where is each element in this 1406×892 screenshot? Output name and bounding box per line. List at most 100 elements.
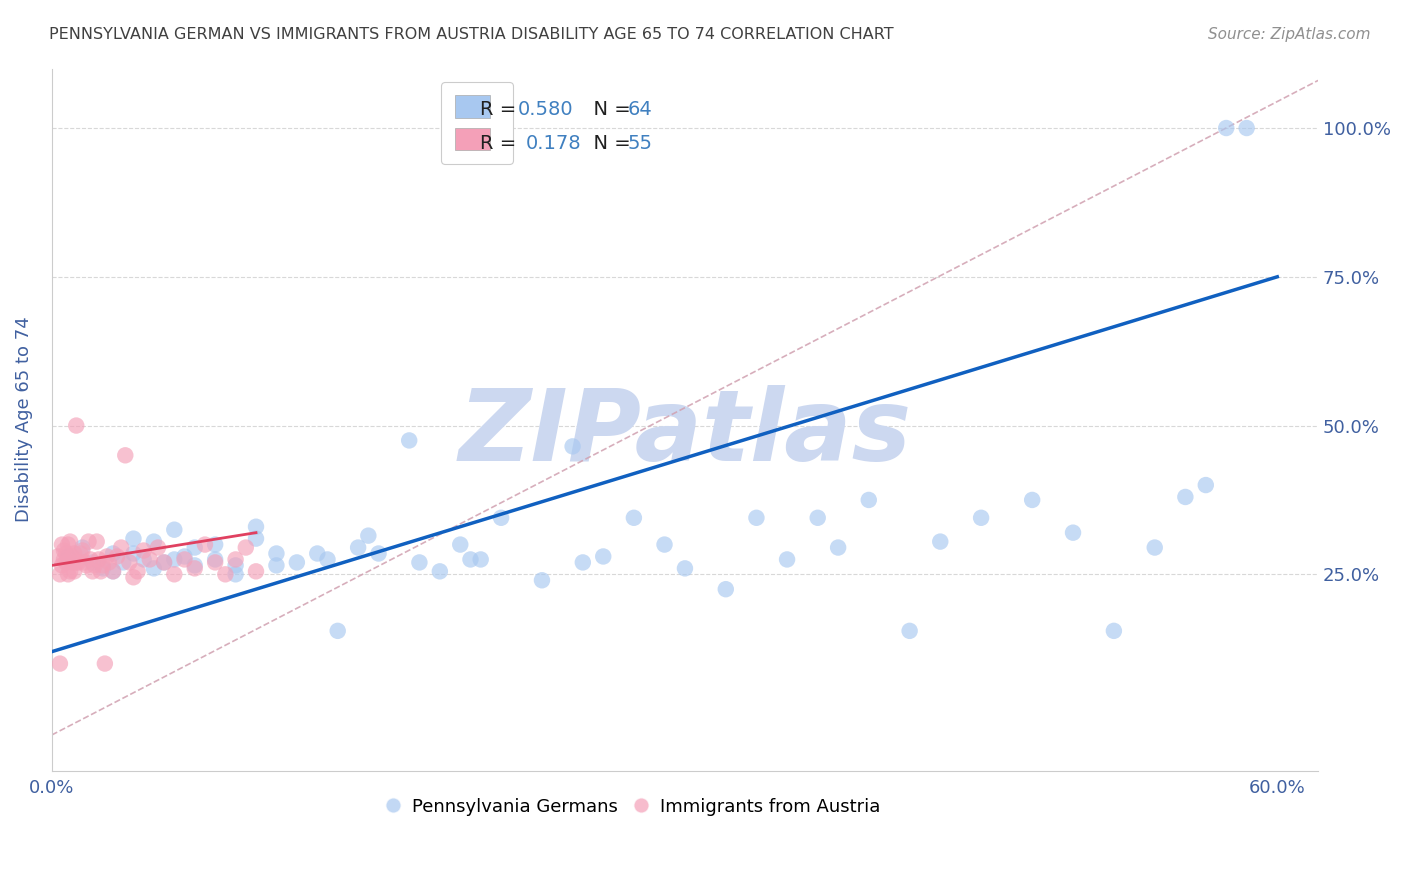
Point — [55, 547, 77, 561]
Point — [285, 556, 308, 570]
Point — [153, 556, 176, 570]
Point — [59, 565, 82, 579]
Text: 0.178: 0.178 — [526, 134, 581, 153]
Point — [51, 558, 73, 573]
Point — [357, 528, 380, 542]
Point — [101, 547, 124, 561]
Point — [122, 532, 145, 546]
Point — [101, 565, 124, 579]
Point — [86, 534, 108, 549]
Point — [101, 565, 124, 579]
Point — [83, 558, 105, 573]
Point — [898, 624, 921, 638]
Point — [56, 538, 79, 552]
Point — [56, 549, 79, 564]
Y-axis label: Disability Age 65 to 74: Disability Age 65 to 74 — [15, 317, 32, 523]
Point — [266, 547, 288, 561]
Point — [225, 567, 247, 582]
Text: R =: R = — [479, 101, 522, 120]
Point — [316, 552, 339, 566]
Point — [245, 565, 267, 579]
Point — [623, 510, 645, 524]
Point — [91, 558, 114, 573]
Point — [142, 534, 165, 549]
Point — [97, 556, 120, 570]
Text: Source: ZipAtlas.com: Source: ZipAtlas.com — [1208, 27, 1371, 42]
Point — [53, 552, 76, 566]
Point — [1215, 121, 1237, 136]
Point — [56, 567, 79, 582]
Point — [235, 541, 257, 555]
Point — [72, 541, 94, 555]
Point — [204, 556, 226, 570]
Text: 0.580: 0.580 — [517, 101, 574, 120]
Point — [163, 567, 186, 582]
Point — [398, 434, 420, 448]
Point — [96, 549, 118, 564]
Point — [245, 519, 267, 533]
Point — [153, 556, 176, 570]
Point — [827, 541, 849, 555]
Point — [714, 582, 737, 597]
Point — [654, 538, 676, 552]
Point — [60, 549, 83, 564]
Point — [214, 567, 236, 582]
Point — [367, 547, 389, 561]
Point — [72, 543, 94, 558]
Point — [572, 556, 595, 570]
Point — [183, 541, 205, 555]
Point — [114, 448, 136, 462]
Point — [1174, 490, 1197, 504]
Point — [146, 541, 169, 555]
Point — [489, 510, 512, 524]
Point — [225, 552, 247, 566]
Point — [266, 558, 288, 573]
Point — [132, 543, 155, 558]
Point — [530, 574, 553, 588]
Text: ZIPatlas: ZIPatlas — [458, 385, 911, 483]
Point — [163, 523, 186, 537]
Point — [204, 552, 226, 566]
Point — [69, 547, 91, 561]
Point — [122, 547, 145, 561]
Point — [46, 549, 69, 564]
Point — [67, 556, 90, 570]
Point — [347, 541, 370, 555]
Point — [49, 567, 72, 582]
Point — [183, 558, 205, 573]
Point — [139, 552, 162, 566]
Point — [105, 549, 128, 564]
Text: N =: N = — [581, 101, 637, 120]
Point — [173, 552, 195, 566]
Point — [970, 510, 993, 524]
Point — [65, 418, 87, 433]
Point — [73, 556, 96, 570]
Point — [183, 561, 205, 575]
Point — [245, 532, 267, 546]
Point — [429, 565, 451, 579]
Text: N =: N = — [581, 134, 637, 153]
Point — [1143, 541, 1166, 555]
Point — [1236, 121, 1258, 136]
Point — [60, 556, 83, 570]
Point — [460, 552, 482, 566]
Legend: Pennsylvania Germans, Immigrants from Austria: Pennsylvania Germans, Immigrants from Au… — [380, 789, 889, 825]
Point — [1102, 624, 1125, 638]
Point — [1195, 478, 1218, 492]
Point — [745, 510, 768, 524]
Text: R =: R = — [479, 134, 529, 153]
Point — [53, 543, 76, 558]
Point — [63, 547, 86, 561]
Point — [77, 534, 100, 549]
Point — [807, 510, 830, 524]
Point — [91, 561, 114, 575]
Point — [94, 657, 117, 671]
Point — [470, 552, 492, 566]
Point — [173, 549, 195, 564]
Point — [122, 570, 145, 584]
Point — [929, 534, 952, 549]
Point — [79, 552, 101, 566]
Point — [204, 538, 226, 552]
Point — [449, 538, 471, 552]
Text: PENNSYLVANIA GERMAN VS IMMIGRANTS FROM AUSTRIA DISABILITY AGE 65 TO 74 CORRELATI: PENNSYLVANIA GERMAN VS IMMIGRANTS FROM A… — [49, 27, 894, 42]
